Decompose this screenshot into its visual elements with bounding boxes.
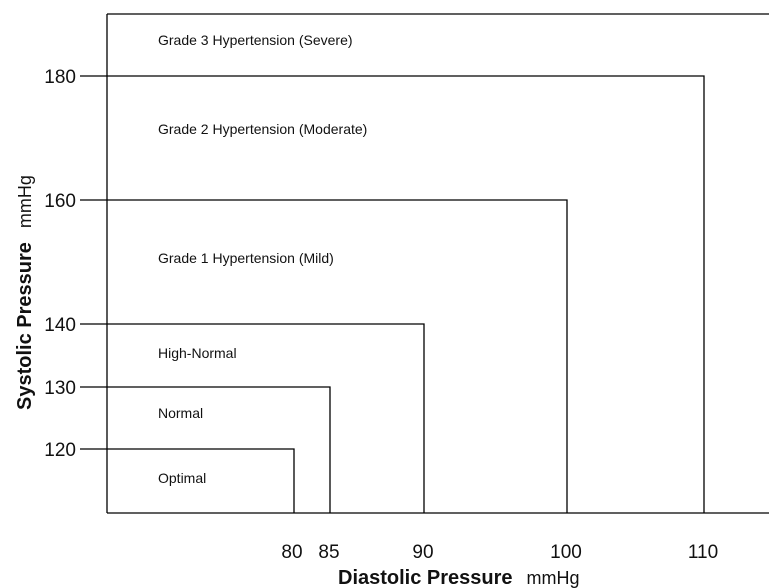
x-tick-label-90: 90 <box>412 542 433 563</box>
x-tick-label-80: 80 <box>281 542 302 563</box>
zone-boundary-optimal <box>107 448 295 513</box>
zone-boundary-normal <box>107 386 331 513</box>
x-axis-label: Diastolic Pressure <box>338 567 513 588</box>
x-tick-label-85: 85 <box>318 542 339 563</box>
x-axis-title: Diastolic Pressure mmHg <box>338 567 580 588</box>
y-tick-label-160: 160 <box>44 191 76 212</box>
zone-label-grade1: Grade 1 Hypertension (Mild) <box>158 250 334 266</box>
y-tick-label-130: 130 <box>44 378 76 399</box>
y-tick-label-140: 140 <box>44 315 76 336</box>
y-tick-label-180: 180 <box>44 67 76 88</box>
x-tick-label-100: 100 <box>550 542 582 563</box>
x-axis-unit: mmHg <box>527 568 580 588</box>
y-axis-label: Systolic Pressure <box>14 242 36 410</box>
zone-label-grade3: Grade 3 Hypertension (Severe) <box>158 32 353 48</box>
zone-boundary-grade2 <box>107 75 705 513</box>
zone-boundary-high-normal <box>107 323 425 513</box>
x-tick-label-110: 110 <box>688 542 718 563</box>
y-axis-title: Systolic Pressure mmHg <box>14 175 36 410</box>
zone-label-optimal: Optimal <box>158 470 206 486</box>
zone-boundary-grade1 <box>107 199 568 513</box>
zone-label-grade2: Grade 2 Hypertension (Moderate) <box>158 121 367 137</box>
zone-label-normal: Normal <box>158 405 203 421</box>
y-tick-label-120: 120 <box>44 440 76 461</box>
y-axis-unit: mmHg <box>15 175 35 228</box>
zone-label-high-normal: High-Normal <box>158 345 237 361</box>
